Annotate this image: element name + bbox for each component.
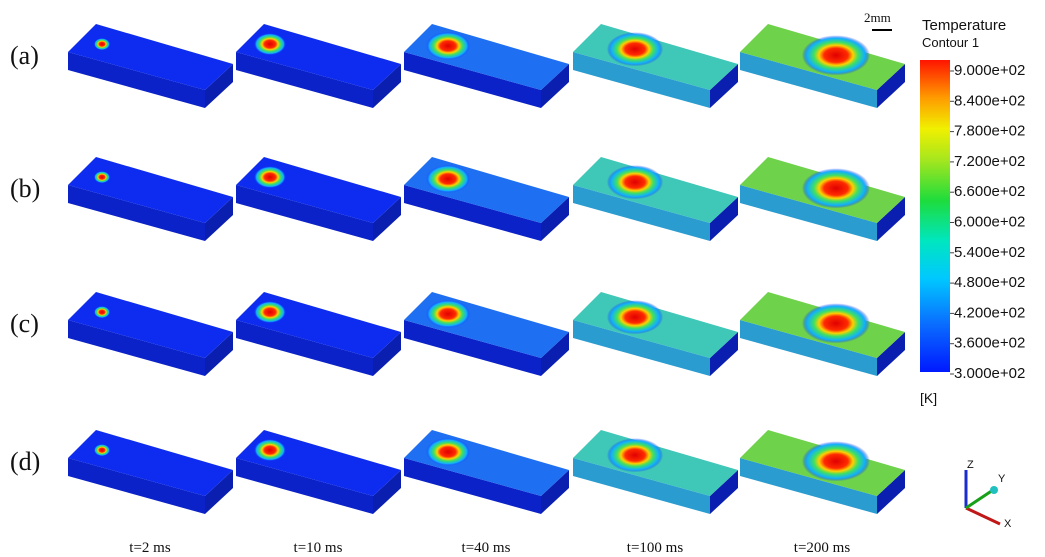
plate [573, 24, 738, 108]
colorbar-label: 3.600e+02 [954, 335, 1025, 352]
legend-subtitle: Contour 1 [922, 35, 979, 50]
legend-title: Temperature [922, 17, 1006, 34]
time-label: t=2 ms [129, 540, 171, 556]
scale-bar-label: 2mm [864, 10, 891, 25]
colorbar-label: 4.800e+02 [954, 274, 1025, 291]
contour-plots [68, 24, 905, 514]
hot-spot [426, 32, 470, 60]
hot-spot [254, 439, 286, 461]
plate [573, 430, 738, 514]
hot-spot [802, 303, 870, 343]
axis-label: Y [998, 473, 1006, 485]
plate [404, 24, 569, 108]
hot-spot [94, 306, 110, 318]
hot-spot [802, 168, 870, 208]
colorbar-label: 4.200e+02 [954, 304, 1025, 321]
row-label: (a) [10, 41, 39, 70]
hot-spot [426, 165, 470, 193]
hot-spot [94, 444, 110, 456]
time-label: t=200 ms [794, 540, 851, 556]
row-label: (b) [10, 174, 40, 203]
hot-spot [94, 171, 110, 183]
plate [740, 292, 905, 376]
axis-triad: Z Y X [966, 459, 1012, 530]
row-label: (c) [10, 309, 39, 338]
plate [68, 430, 233, 514]
colorbar-label: 8.400e+02 [954, 92, 1025, 109]
hot-spot [426, 438, 470, 466]
plate [236, 292, 401, 376]
hot-spot [254, 33, 286, 55]
colorbar-label: 3.000e+02 [954, 365, 1025, 382]
hot-spot [254, 166, 286, 188]
axis-label: Z [967, 459, 974, 471]
plate [236, 157, 401, 241]
time-label: t=100 ms [627, 540, 684, 556]
hot-spot [254, 301, 286, 323]
hot-spot [607, 300, 663, 334]
hot-spot [94, 38, 110, 50]
plate [404, 292, 569, 376]
time-label: t=40 ms [462, 540, 511, 556]
plate [404, 430, 569, 514]
plate [68, 292, 233, 376]
colorbar-label: 6.600e+02 [954, 183, 1025, 200]
plate [236, 430, 401, 514]
hot-spot [802, 441, 870, 481]
plate [68, 24, 233, 108]
row-label: (d) [10, 447, 40, 476]
colorbar-label: 6.000e+02 [954, 214, 1025, 231]
figure: Temperature Contour 1 [K] 2mm Z Y X (a) (… [0, 0, 1045, 557]
colorbar [920, 60, 950, 372]
plate [236, 24, 401, 108]
hot-spot [802, 35, 870, 75]
time-label: t=10 ms [294, 540, 343, 556]
legend-unit: [K] [920, 390, 937, 406]
plate [573, 292, 738, 376]
colorbar-label: 5.400e+02 [954, 244, 1025, 261]
plate [740, 430, 905, 514]
plate [68, 157, 233, 241]
hot-spot [426, 300, 470, 328]
hot-spot [607, 32, 663, 66]
plate [573, 157, 738, 241]
plate [740, 157, 905, 241]
colorbar-label: 7.800e+02 [954, 123, 1025, 140]
colorbar-label: 7.200e+02 [954, 153, 1025, 170]
plate [740, 24, 905, 108]
axis-label: X [1004, 518, 1012, 530]
plate [404, 157, 569, 241]
colorbar-label: 9.000e+02 [954, 62, 1025, 79]
hot-spot [607, 438, 663, 472]
hot-spot [607, 165, 663, 199]
